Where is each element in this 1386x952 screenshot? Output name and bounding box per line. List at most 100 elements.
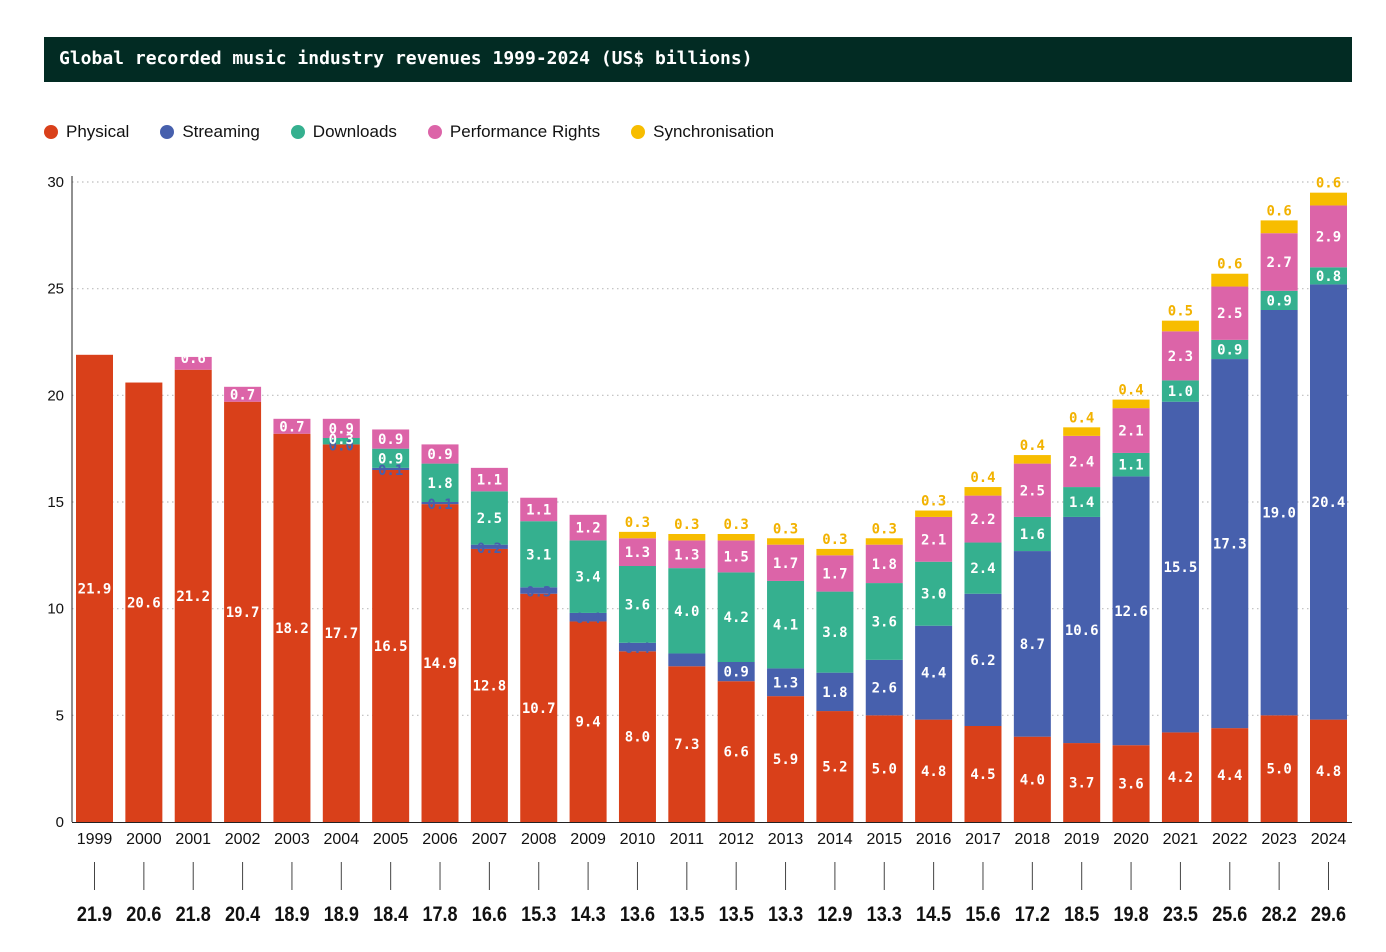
data-label-synchronisation: 0.3 (773, 521, 798, 537)
bar-segment-performance-rights (421, 444, 459, 464)
data-label-physical: 4.2 (1168, 770, 1193, 786)
data-label-streaming: 0.9 (724, 665, 749, 681)
data-label-synchronisation: 0.3 (872, 521, 897, 537)
total-label: 15.3 (521, 903, 556, 927)
bar-segment-streaming (915, 625, 953, 720)
bar-segment-physical (569, 621, 607, 822)
data-label-performance-rights: 0.9 (427, 447, 452, 463)
data-label-performance-rights: 1.5 (724, 549, 749, 565)
total-label: 20.4 (225, 903, 260, 927)
bar-segment-synchronisation (1211, 273, 1249, 287)
data-label-downloads: 2.4 (970, 561, 995, 577)
data-label-physical: 7.3 (674, 737, 699, 753)
bar-segment-downloads (767, 580, 805, 669)
data-label-physical: 19.7 (226, 605, 260, 621)
data-label-downloads: 1.0 (1168, 384, 1193, 400)
legend-label: Streaming (182, 122, 260, 141)
bar-segment-streaming (1112, 476, 1150, 746)
x-tick-label: 2012 (718, 831, 754, 848)
bar-segment-performance-rights (520, 497, 558, 522)
bar-segment-downloads (520, 521, 558, 588)
x-tick-label: 2013 (768, 831, 804, 848)
bar-segment-physical (964, 726, 1002, 822)
data-label-synchronisation: 0.3 (822, 532, 847, 548)
total-label: 21.8 (176, 903, 211, 927)
bar-segment-performance-rights (273, 418, 311, 434)
data-label-performance-rights: 1.1 (526, 502, 551, 518)
bar-segment-streaming (1063, 516, 1101, 744)
bar-segment-performance-rights (964, 495, 1002, 543)
x-tick-label: 2014 (817, 831, 853, 848)
data-label-streaming: 0.2 (477, 541, 502, 557)
x-tick-label: 2008 (521, 831, 557, 848)
data-label-synchronisation: 0.3 (921, 494, 946, 510)
x-tick-label: 2009 (570, 831, 606, 848)
legend-swatch (160, 125, 175, 139)
data-label-streaming: 0.6 (674, 654, 699, 670)
bar-segment-synchronisation (865, 538, 903, 545)
data-label-performance-rights: 1.1 (477, 473, 502, 489)
x-tick-label: 2005 (373, 831, 409, 848)
data-label-physical: 6.6 (724, 745, 749, 761)
total-label: 13.3 (867, 903, 902, 927)
data-label-performance-rights: 1.2 (575, 521, 600, 537)
data-label-streaming: 19.0 (1262, 506, 1296, 522)
total-label: 18.4 (373, 903, 408, 927)
bar-segment-performance-rights (174, 356, 212, 370)
bar-segment-physical (816, 711, 854, 822)
data-label-streaming: 8.7 (1020, 637, 1045, 653)
bar-segment-synchronisation (717, 534, 755, 541)
bar-segment-physical (470, 548, 508, 822)
data-label-downloads: 3.6 (625, 597, 650, 613)
bar-segment-performance-rights (470, 467, 508, 492)
data-label-streaming: 17.3 (1213, 537, 1247, 553)
bar-segment-physical (372, 470, 410, 822)
bar-segment-downloads (915, 561, 953, 626)
legend-item-downloads: Downloads (290, 122, 397, 142)
data-label-performance-rights: 2.1 (1118, 424, 1143, 440)
bar-segment-performance-rights (569, 514, 607, 541)
data-label-performance-rights: 2.5 (1217, 306, 1242, 322)
bar-segment-synchronisation (915, 510, 953, 517)
bar-segment-performance-rights (1260, 233, 1298, 291)
bar-segment-synchronisation (668, 534, 706, 541)
x-tick-label: 2002 (225, 831, 261, 848)
total-label: 13.6 (620, 903, 655, 927)
x-tick-label: 2001 (175, 831, 211, 848)
legend-label: Physical (66, 122, 130, 141)
bar-segment-performance-rights (372, 429, 410, 449)
data-label-downloads: 3.0 (921, 587, 946, 603)
bar-segment-performance-rights (1063, 435, 1101, 488)
bar-segment-downloads (717, 572, 755, 662)
data-label-physical: 12.8 (473, 678, 507, 694)
data-label-downloads: 1.4 (1069, 495, 1094, 511)
data-label-physical: 8.0 (625, 730, 650, 746)
data-label-streaming: 0.4 (575, 611, 600, 627)
legend-swatch (427, 125, 442, 139)
bar-segment-streaming (865, 659, 903, 716)
total-label: 25.6 (1212, 903, 1247, 927)
bar-segment-performance-rights (322, 418, 360, 438)
bar-segment-physical (915, 719, 953, 822)
data-label-physical: 3.7 (1069, 776, 1094, 792)
data-label-performance-rights: 2.5 (1020, 483, 1045, 499)
x-tick-label: 2015 (866, 831, 902, 848)
data-label-downloads: 1.6 (1020, 527, 1045, 543)
bar-segment-downloads (1211, 339, 1249, 360)
data-label-physical: 4.5 (970, 767, 995, 783)
bar-segment-performance-rights (865, 544, 903, 584)
data-label-physical: 9.4 (575, 715, 600, 731)
bar-segment-synchronisation (1063, 427, 1101, 436)
bar-segment-downloads (421, 463, 459, 502)
data-label-synchronisation: 0.4 (1118, 383, 1143, 399)
x-tick-label: 2022 (1212, 831, 1248, 848)
data-label-performance-rights: 0.7 (279, 419, 304, 435)
x-tick-label: 2020 (1113, 831, 1149, 848)
bar-segment-downloads (816, 591, 854, 673)
legend-item-synchronisation: Synchronisation (631, 122, 774, 142)
x-tick-label: 2018 (1015, 831, 1051, 848)
bar-segment-physical (1310, 719, 1347, 822)
data-label-streaming: 1.8 (822, 685, 847, 701)
bar-segment-synchronisation (1310, 192, 1347, 206)
